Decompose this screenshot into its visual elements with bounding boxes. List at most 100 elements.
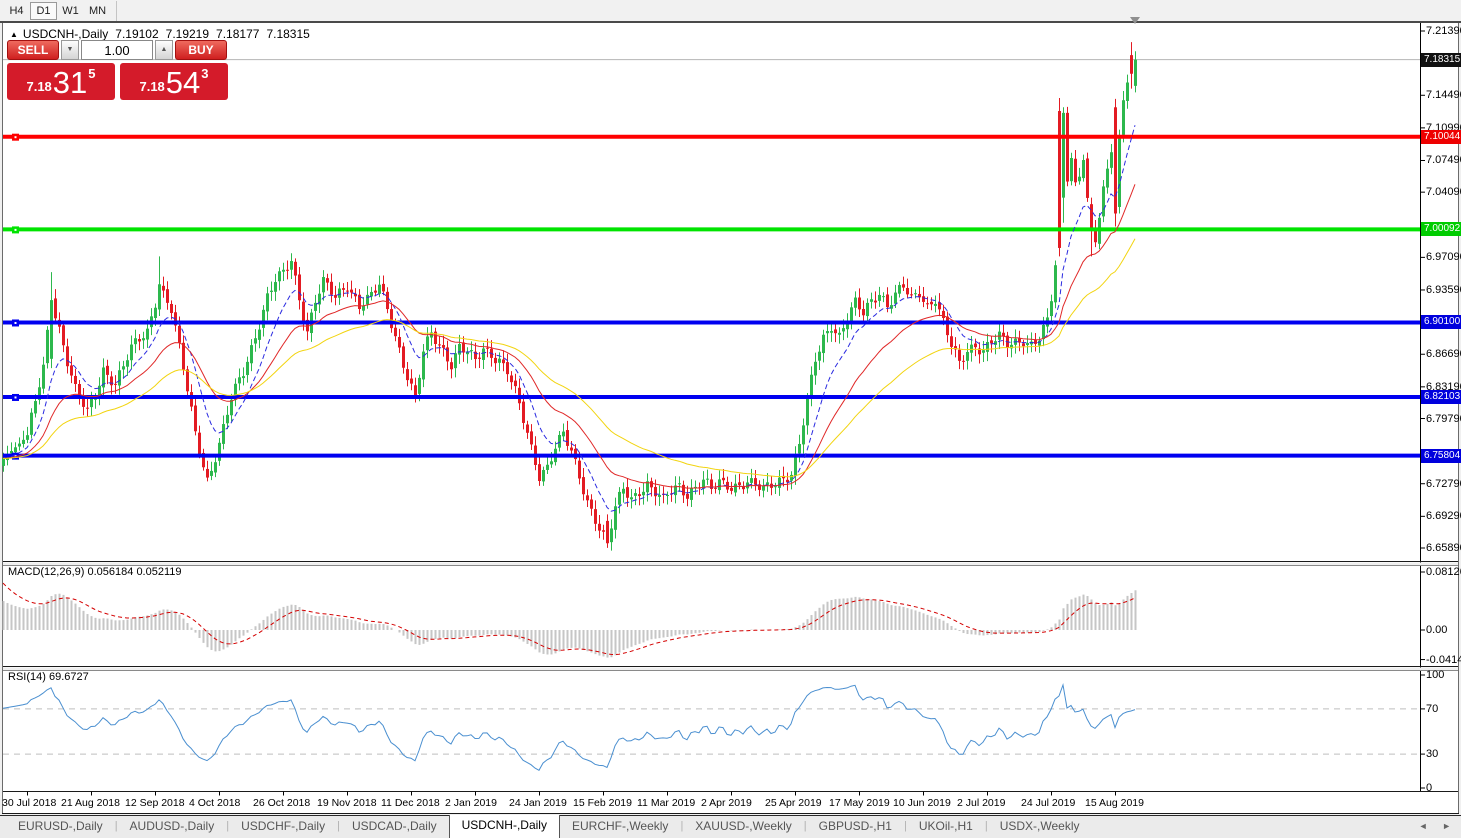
x-axis-label: 15 Feb 2019 [573,797,632,809]
timeframe-button-mn[interactable]: MN [89,4,107,17]
timeframe-button-w1[interactable]: W1 [62,4,79,17]
sell-price-panel[interactable]: 7.18 31 5 [7,63,115,100]
quote-close: 7.18315 [266,27,310,41]
buy-price-pip-digit: 3 [201,66,209,81]
chart-tab-usdchf-daily[interactable]: USDCHF-,Daily [241,819,326,833]
y-axis-label: 6.69290 [1426,510,1461,523]
level-line-handle-dot [14,321,17,324]
chart-tab-bar: EURUSD-,Daily | AUDUSD-,Daily | USDCHF-,Dail… [0,815,1461,838]
y-axis-label: 7.04090 [1426,186,1461,199]
x-axis-label: 30 Jul 2018 [2,797,57,809]
tab-scroll-right-icon[interactable]: ► [1442,821,1451,831]
buy-price-big-digits: 54 [165,65,201,100]
x-axis-label: 15 Aug 2019 [1085,797,1144,809]
y-axis-label: 6.79790 [1426,412,1461,425]
one-click-trading-panel: SELL ▼ ▲ BUY 7.18 31 5 7.18 54 3 [7,40,229,100]
tab-separator: | [337,820,340,832]
moving-average-25 [2,184,1136,489]
chart-tab-ukoil-h1[interactable]: UKOil-,H1 [918,819,973,833]
chart-tab-usdcnh-daily[interactable]: USDCNH-,Daily [448,815,560,838]
buy-button[interactable]: BUY [175,40,227,60]
rsi-axis-label: 0 [1426,782,1433,794]
y-axis-label: 6.72790 [1426,477,1461,490]
chart-title: ▲ USDCNH-,Daily 7.19102 7.19219 7.18177 … [10,27,310,41]
timeframe-toolbar: H4 D1 W1 MN [0,0,1461,21]
toolbar-separator [116,0,118,21]
x-axis-label: 11 Dec 2018 [381,797,440,809]
x-axis-label: 10 Jun 2019 [893,797,951,809]
macd-value-signal: 0.052119 [136,566,182,578]
tab-separator: | [680,820,684,832]
rsi-indicator-label: RSI(14) 69.6727 [8,671,89,683]
level-price-badge: 6.75804 [1421,448,1461,463]
last-bar-marker-icon [1130,17,1140,24]
sell-price-big-digits: 31 [52,65,88,100]
chart-tab-eurusd-daily[interactable]: EURUSD-,Daily [18,819,103,833]
macd-axis-label: 0.081265 [1426,566,1461,578]
x-axis-label: 2 Apr 2019 [701,797,752,809]
macd-axis-label: -0.041412 [1426,653,1461,666]
chart-window-top-border [0,21,1461,23]
buy-price-prefix: 7.18 [139,79,165,94]
level-line-handle-dot [14,396,17,399]
level-price-badge: 6.90100 [1421,315,1461,330]
macd-signal-line [2,582,1136,656]
buy-price-panel[interactable]: 7.18 54 3 [120,63,228,100]
chart-symbol-label: USDCNH-,Daily [22,27,109,41]
y-axis-label: 6.97090 [1426,251,1461,264]
tab-scroll-left-icon[interactable]: ◄ [1418,821,1428,831]
panel-splitter[interactable] [3,667,1458,671]
moving-average-50 [2,238,1136,478]
y-axis-label: 7.07490 [1426,154,1461,167]
rsi-axis-label: 70 [1426,702,1439,715]
y-axis-label: 7.14490 [1426,89,1461,102]
rsi-axis-label: 30 [1426,748,1439,761]
quote-low: 7.18177 [216,27,260,41]
x-axis-label: 21 Aug 2018 [61,797,120,809]
chart-tab-eurchf-weekly[interactable]: EURCHF-,Weekly [571,819,669,833]
x-axis-label: 11 Mar 2019 [637,797,696,809]
rsi-line [2,682,1136,771]
chart-tab-xauusd-weekly[interactable]: XAUUSD-,Weekly [695,819,792,833]
sell-price-pip-digit: 5 [88,66,96,81]
level-line-handle-dot [14,455,17,458]
level-price-badge: 7.00092 [1421,222,1461,237]
tab-separator: | [114,820,118,832]
level-line-handle-dot [14,136,17,139]
moving-average-10 [2,125,1136,512]
collapse-chart-icon[interactable]: ▲ [10,29,18,39]
x-axis-label: 25 Apr 2019 [765,797,822,809]
y-axis-label: 6.93590 [1426,283,1461,296]
candlestick-series [2,42,1137,551]
volume-increase-button[interactable]: ▲ [155,40,173,60]
y-axis-label: 6.83190 [1426,380,1461,393]
chart-tab-usdx-weekly[interactable]: USDX-,Weekly [999,819,1080,833]
quote-high: 7.19219 [165,27,210,41]
macd-histogram [2,590,1137,658]
tab-scroll-arrows: ◄ ► [1407,821,1451,831]
macd-value-main: 0.056184 [87,566,134,578]
x-axis-label: 24 Jan 2019 [509,797,567,809]
x-axis-label: 4 Oct 2018 [189,797,241,809]
tab-separator: | [803,820,807,832]
chart-tab-audusd-daily[interactable]: AUDUSD-,Daily [129,819,215,833]
tab-separator: | [903,820,907,832]
volume-input[interactable] [81,40,153,60]
volume-decrease-button[interactable]: ▼ [61,40,79,60]
macd-indicator-label: MACD(12,26,9) 0.056184 0.052119 [8,566,182,578]
x-axis-label: 2 Jul 2019 [957,797,1006,809]
timeframe-button-d1[interactable]: D1 [30,1,57,20]
rsi-value: 69.6727 [48,671,89,683]
chart-tab-gbpusd-h1[interactable]: GBPUSD-,H1 [818,819,892,833]
x-axis-label: 17 May 2019 [829,797,890,809]
sell-button[interactable]: SELL [7,40,59,60]
level-price-badge: 6.82103 [1421,389,1461,404]
macd-axis-label: 0.00 [1426,624,1448,636]
chart-tab-usdcad-daily[interactable]: USDCAD-,Daily [351,819,437,833]
sell-price-prefix: 7.18 [26,79,52,94]
panel-splitter[interactable] [3,562,1458,566]
timeframe-button-h4[interactable]: H4 [9,4,24,17]
x-axis-label: 26 Oct 2018 [253,797,311,809]
